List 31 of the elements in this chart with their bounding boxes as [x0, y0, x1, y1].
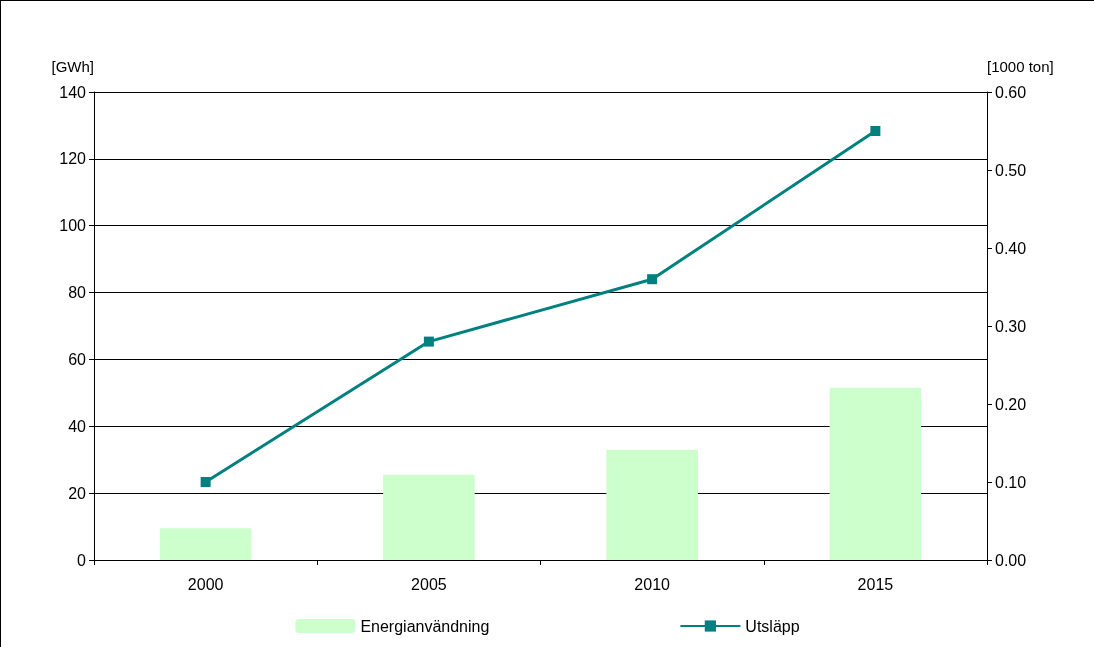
x-tick-label: 2005	[411, 575, 447, 593]
bar	[383, 474, 475, 560]
y-tick-label: 60	[68, 350, 87, 368]
y-tick-label: 120	[59, 150, 87, 168]
y2-tick-label: 0.40	[995, 239, 1027, 257]
bar	[829, 387, 922, 560]
y-axis-title: [GWh]	[51, 58, 94, 75]
point	[870, 126, 881, 136]
y2-axis-title: [1000 ton]	[987, 58, 1054, 75]
point	[200, 477, 211, 487]
bar	[606, 449, 698, 560]
y-tick-label: 100	[59, 217, 87, 235]
y2-tick-label: 0.20	[995, 395, 1027, 413]
x-tick-label: 2000	[187, 575, 224, 593]
y-tick-label: 40	[68, 417, 87, 435]
point	[423, 336, 434, 347]
point	[647, 274, 658, 285]
legend-label: Utsläpp	[745, 617, 800, 635]
y2-tick-label: 0.00	[995, 551, 1027, 569]
legend-label: Energianvändning	[360, 617, 490, 635]
y-tick-label: 80	[68, 284, 87, 302]
y-tick-label: 20	[68, 484, 87, 502]
y-tick-label: 140	[59, 83, 87, 101]
y-tick-label: 0	[77, 551, 87, 569]
bar	[159, 528, 252, 560]
y2-tick-label: 0.10	[995, 473, 1027, 491]
y2-tick-label: 0.60	[995, 83, 1027, 101]
x-tick-label: 2010	[634, 575, 671, 593]
y2-tick-label: 0.30	[995, 317, 1027, 335]
x-tick-label: 2015	[857, 575, 894, 593]
y2-tick-label: 0.50	[995, 161, 1027, 179]
